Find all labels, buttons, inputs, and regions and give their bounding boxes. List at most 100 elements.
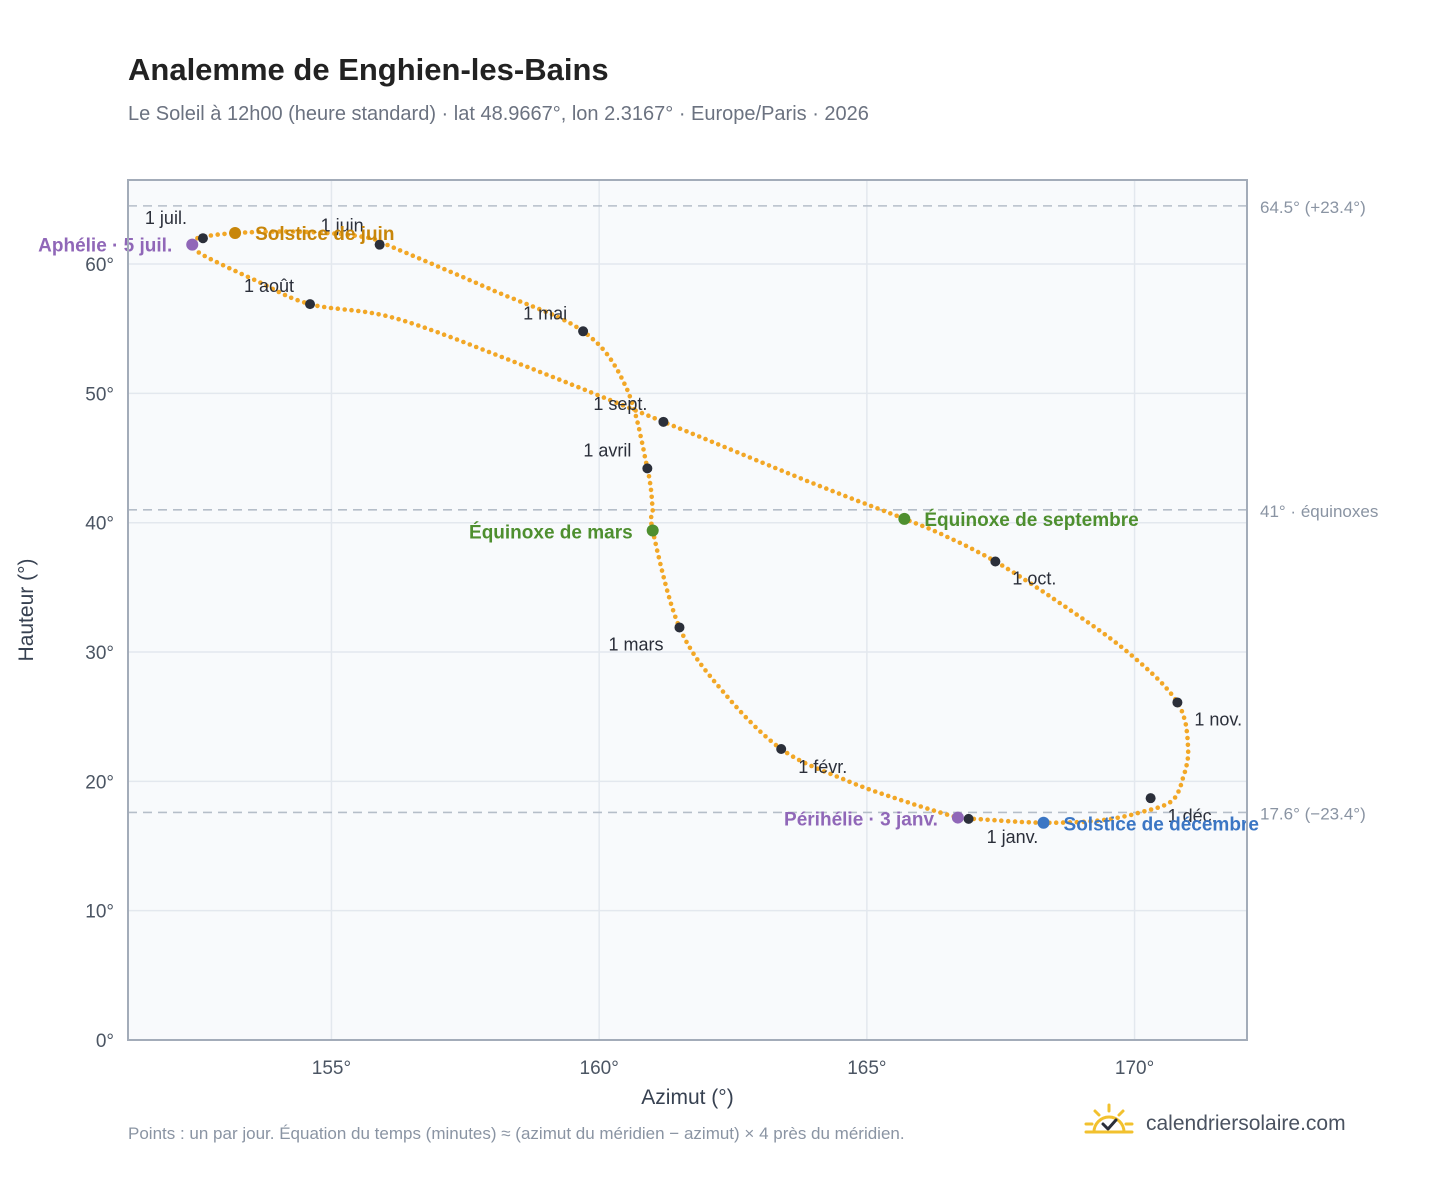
daily-sun-point <box>658 561 663 567</box>
daily-sun-point <box>1124 648 1129 654</box>
daily-sun-point <box>920 523 925 529</box>
daily-sun-point <box>690 431 696 437</box>
event-label: Solstice de juin <box>255 224 394 245</box>
daily-sun-point <box>1155 805 1160 810</box>
daily-sun-point <box>1051 596 1057 602</box>
daily-sun-point <box>614 400 619 406</box>
daily-sun-point <box>604 351 610 357</box>
daily-sun-point <box>843 493 848 499</box>
sun-check-icon <box>1082 1102 1136 1147</box>
daily-sun-point <box>918 804 924 809</box>
daily-sun-point <box>544 372 549 377</box>
daily-sun-point <box>499 354 505 360</box>
daily-sun-point <box>785 470 791 476</box>
daily-sun-point <box>768 738 773 744</box>
daily-sun-point <box>872 789 878 794</box>
brand[interactable]: calendriersolaire.com <box>1082 1102 1346 1146</box>
daily-sun-point <box>258 280 263 286</box>
daily-sun-point <box>639 440 645 446</box>
daily-sun-point <box>709 439 715 445</box>
daily-sun-point <box>1108 636 1113 641</box>
daily-sun-point <box>345 232 351 238</box>
daily-sun-point <box>1182 769 1188 775</box>
daily-sun-point <box>696 434 702 439</box>
daily-sun-point <box>898 797 904 803</box>
daily-sun-point <box>663 581 668 587</box>
daily-sun-point <box>938 531 944 537</box>
x-tick-label: 165° <box>847 1058 886 1079</box>
daily-sun-point <box>512 359 517 365</box>
daily-sun-point <box>352 233 358 238</box>
daily-sun-point <box>332 231 337 236</box>
daily-sun-point <box>695 657 700 662</box>
daily-sun-point <box>416 323 421 328</box>
month-label: 1 avril <box>583 440 631 460</box>
daily-sun-point <box>498 291 504 297</box>
daily-sun-point <box>881 508 887 514</box>
daily-sun-point <box>270 229 275 234</box>
daily-sun-point <box>905 800 911 805</box>
daily-sun-point <box>620 403 626 408</box>
daily-sun-point <box>196 250 202 255</box>
daily-sun-point <box>912 802 917 807</box>
daily-sun-point <box>798 476 804 481</box>
daily-sun-point <box>894 513 899 519</box>
daily-sun-point <box>595 392 600 398</box>
daily-sun-point <box>773 465 778 471</box>
month-marker <box>305 299 316 310</box>
daily-sun-point <box>557 377 562 382</box>
daily-sun-point <box>511 296 517 302</box>
daily-sun-point <box>1164 686 1169 691</box>
daily-sun-point <box>1005 566 1011 572</box>
event-label: Solstice de décembre <box>1064 815 1259 836</box>
daily-sun-point <box>369 310 375 316</box>
daily-sun-point <box>938 810 943 815</box>
month-label: 1 févr. <box>798 757 847 777</box>
daily-sun-point <box>245 274 251 280</box>
daily-sun-point <box>963 543 969 549</box>
daily-sun-point <box>639 410 645 416</box>
daily-sun-point <box>969 546 975 552</box>
daily-sun-point <box>1185 756 1191 761</box>
daily-sun-point <box>569 382 575 388</box>
daily-sun-point <box>429 261 435 267</box>
daily-sun-point <box>641 447 646 452</box>
month-marker <box>642 463 653 474</box>
daily-sun-point <box>362 309 368 315</box>
daily-sun-point <box>716 684 721 689</box>
daily-sun-point <box>288 295 294 301</box>
daily-sun-point <box>372 237 378 242</box>
month-label: 1 déc. <box>1168 806 1217 826</box>
daily-sun-point <box>356 308 361 314</box>
daily-sun-point <box>505 357 511 362</box>
month-marker <box>776 744 787 755</box>
daily-sun-point <box>416 256 422 261</box>
daily-sun-point <box>479 283 485 288</box>
month-marker <box>578 326 589 337</box>
daily-sun-point <box>311 230 317 235</box>
daily-sun-point <box>703 668 708 673</box>
daily-sun-point <box>249 229 255 235</box>
daily-sun-point <box>214 259 220 265</box>
month-marker <box>374 239 385 250</box>
daily-sun-point <box>1023 577 1028 583</box>
month-label: 1 juin <box>321 216 364 236</box>
daily-sun-point <box>636 427 642 432</box>
daily-sun-point <box>242 230 248 235</box>
month-label: 1 août <box>244 276 294 296</box>
daily-sun-point <box>1026 820 1032 825</box>
daily-sun-point <box>638 433 643 439</box>
daily-sun-point <box>588 390 594 395</box>
daily-sun-point <box>264 283 269 289</box>
daily-sun-point <box>622 381 627 387</box>
daily-sun-point <box>391 245 397 250</box>
daily-sun-point <box>664 588 670 593</box>
daily-sun-point <box>208 233 214 238</box>
daily-sun-point <box>828 771 833 777</box>
daily-sun-point <box>741 452 746 458</box>
daily-sun-point <box>627 394 633 399</box>
daily-sun-point <box>338 231 344 237</box>
daily-sun-point <box>1060 820 1066 825</box>
daily-sun-point <box>715 442 721 447</box>
daily-sun-point <box>385 242 390 248</box>
